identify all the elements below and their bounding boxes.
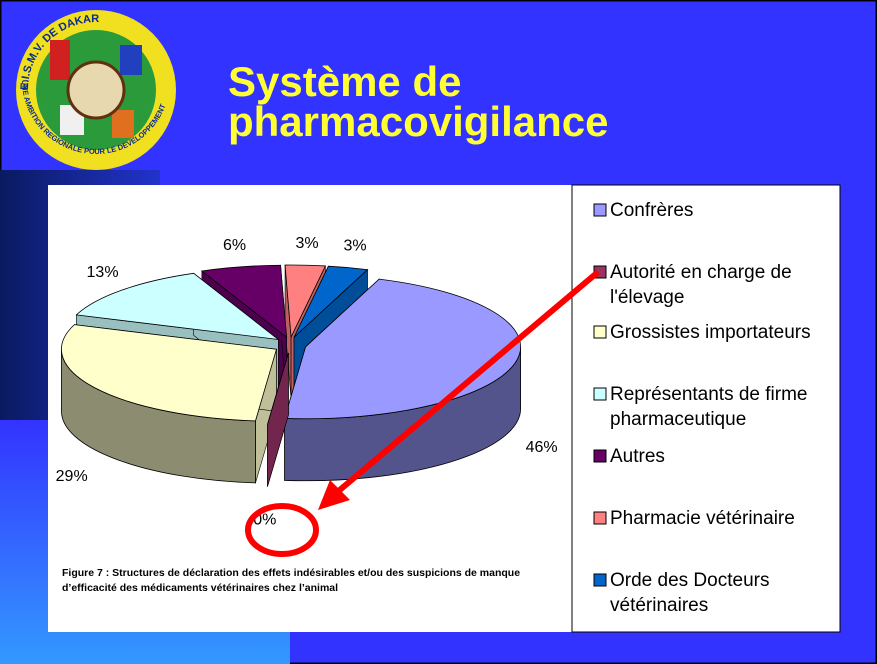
legend-label: Orde des Docteurs vétérinaires [610, 570, 770, 616]
legend-label: Autres [610, 446, 665, 467]
legend-entry: Autorité en charge de l'élevage [610, 262, 792, 308]
slice [284, 264, 327, 339]
legend-swatch [593, 203, 607, 217]
slice [293, 265, 369, 338]
value-label: 6% [223, 237, 246, 254]
legend-label: Pharmacie vétérinaire [610, 508, 795, 529]
legend-box [571, 184, 841, 633]
value-label: 3% [343, 238, 366, 255]
legend-swatch [593, 449, 607, 463]
slice [200, 264, 288, 339]
highlight-circle [245, 503, 319, 557]
slice [61, 324, 277, 422]
logo: E.I.S.M.V. DE DAKAR UNE AMBITION REGIONA… [16, 10, 176, 170]
caption: Figure 7 : Structures de déclaration des… [62, 567, 521, 594]
flag [120, 45, 142, 75]
legend-entry: Représentants de firme pharmaceutique [610, 384, 808, 430]
slice [267, 352, 289, 425]
legend-label: Confrères [610, 200, 694, 221]
logo-emblem [66, 60, 126, 120]
value-label: 13% [87, 264, 119, 281]
legend-swatch [593, 573, 607, 587]
value-label: 29% [56, 468, 88, 485]
legend-swatch [593, 511, 607, 525]
legend-label: Autorité en charge de l'élevage [610, 262, 792, 308]
slide-title: Système de pharmacovigilance [228, 62, 609, 145]
value-label: 3% [296, 235, 319, 252]
caption-box: Figure 7 : Structures de déclaration des… [62, 567, 521, 594]
legend-swatch [593, 325, 607, 339]
title-box: Système de pharmacovigilance [228, 62, 609, 145]
arrow-shaft [333, 269, 600, 497]
slice [75, 272, 280, 341]
legend-entry: Grossistes importateurs [610, 322, 811, 343]
flag [50, 40, 70, 80]
annotation [245, 269, 600, 557]
flag [112, 110, 134, 138]
legend-entry: Orde des Docteurs vétérinaires [610, 570, 770, 616]
legend-swatch [593, 387, 607, 401]
legend-label: Représentants de firme pharmaceutique [610, 384, 808, 430]
legend: Confrères Autorité en charge de l'élevage… [593, 200, 811, 616]
legend-entry: Pharmacie vétérinaire [610, 508, 795, 529]
arrow-head [318, 480, 350, 510]
value-label: 46% [526, 439, 558, 456]
legend-label: Grossistes importateurs [610, 322, 811, 343]
legend-entry: Confrères [610, 200, 694, 221]
legend-entry: Autres [610, 446, 665, 467]
